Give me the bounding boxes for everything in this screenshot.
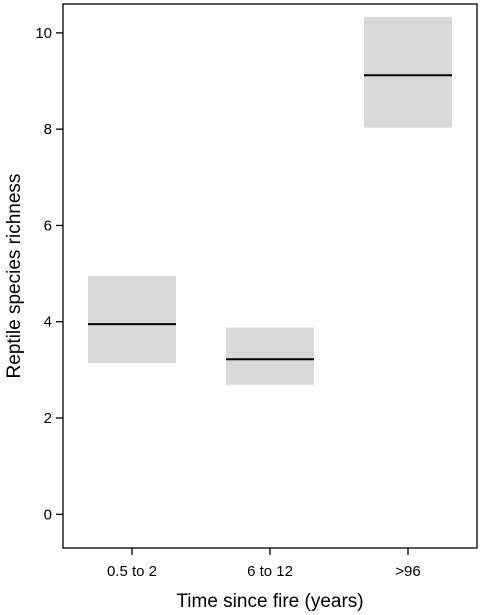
x-tick-label-2: 6 to 12 <box>247 563 293 580</box>
x-tick-label-3: >96 <box>395 563 420 580</box>
interval-band-3 <box>364 16 452 128</box>
y-tick-label-10: 10 <box>35 25 52 42</box>
y-tick-label-6: 6 <box>44 217 52 234</box>
x-axis: 0.5 to 2 6 to 12 >96 <box>107 548 421 580</box>
y-tick-label-4: 4 <box>44 314 52 331</box>
x-tick-label-1: 0.5 to 2 <box>107 563 157 580</box>
y-tick-label-8: 8 <box>44 121 52 138</box>
y-tick-label-2: 2 <box>44 410 52 427</box>
mean-lines <box>88 74 452 361</box>
y-axis: 0 2 4 6 8 10 <box>35 25 63 523</box>
x-axis-title: Time since fire (years) <box>176 591 363 612</box>
interval-band-1 <box>88 276 176 364</box>
interval-bands <box>88 16 452 385</box>
y-tick-label-0: 0 <box>44 506 52 523</box>
y-axis-title: Reptile species richness <box>4 174 25 379</box>
interval-band-2 <box>226 327 314 385</box>
